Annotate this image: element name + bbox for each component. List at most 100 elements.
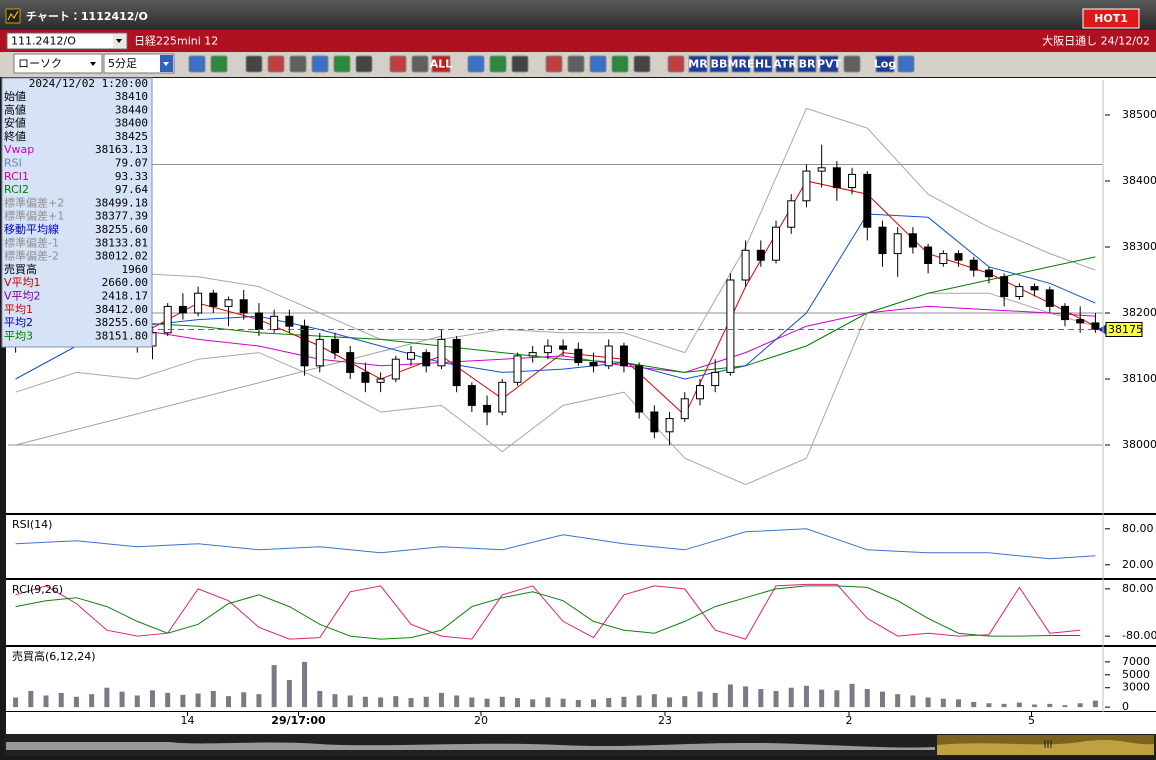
- tool-button-label[interactable]: ALL: [430, 58, 453, 71]
- candle-body: [209, 292, 218, 307]
- tool-icon[interactable]: [311, 55, 329, 73]
- candle-body: [984, 269, 993, 278]
- hot-label[interactable]: HOT1: [1094, 12, 1128, 25]
- candle-body: [559, 345, 568, 350]
- candle-body: [787, 200, 796, 228]
- info-label: Vwap: [4, 143, 34, 156]
- tool-icon[interactable]: [897, 55, 915, 73]
- tool-button[interactable]: [819, 55, 839, 73]
- tool-icon[interactable]: [333, 55, 351, 73]
- tool-icon[interactable]: [545, 55, 563, 73]
- chart-type-select[interactable]: [13, 53, 103, 74]
- volume-bar: [195, 693, 201, 708]
- tool-icon[interactable]: [210, 55, 228, 73]
- y-tick-label: 5000: [1122, 668, 1150, 681]
- volume-bar: [712, 692, 718, 708]
- volume-bar: [743, 686, 749, 708]
- volume-bar: [347, 695, 353, 708]
- tool-icon[interactable]: [389, 55, 407, 73]
- tool-button-label[interactable]: ATR: [773, 58, 797, 71]
- candle-body: [711, 371, 720, 387]
- tool-button-label[interactable]: BR: [799, 58, 816, 71]
- volume-bar: [560, 698, 566, 708]
- tool-button-label[interactable]: BB: [711, 58, 728, 71]
- last-price-arrow: [1098, 324, 1106, 335]
- volume-bar: [469, 697, 475, 708]
- thumb-grip: [1044, 740, 1052, 748]
- info-label: 終値: [4, 130, 26, 143]
- tool-icon[interactable]: [289, 55, 307, 73]
- tool-button[interactable]: [688, 55, 708, 73]
- tool-icon[interactable]: [467, 55, 485, 73]
- x-tick-label: 2: [846, 714, 853, 727]
- y-tick-label: 3000: [1122, 681, 1150, 694]
- info-value: 38410: [115, 90, 148, 103]
- overlay-line: [15, 256, 1096, 373]
- tool-icon[interactable]: [511, 55, 529, 73]
- tool-icon[interactable]: [667, 55, 685, 73]
- x-tick-label: 14: [180, 714, 194, 727]
- app-icon-glyph: [7, 10, 19, 21]
- interval[interactable]: 5分足: [108, 57, 137, 70]
- tool-icon[interactable]: [843, 55, 861, 73]
- volume-bar: [819, 689, 825, 708]
- chart-type[interactable]: ローソク: [18, 57, 62, 70]
- tool-icon[interactable]: [611, 55, 629, 73]
- tool-icon[interactable]: [411, 55, 429, 73]
- panel-title: RSI(14): [12, 518, 52, 531]
- info-label: 平均1: [4, 302, 33, 316]
- volume-bar: [879, 691, 885, 708]
- volume-bar: [545, 697, 551, 708]
- volume-bar: [119, 691, 125, 708]
- tool-icon[interactable]: [489, 55, 507, 73]
- tool-button-label[interactable]: HL: [755, 58, 771, 71]
- info-label: 始値: [4, 89, 26, 103]
- info-value: 79.07: [115, 157, 148, 170]
- tool-button[interactable]: [431, 55, 451, 73]
- candle-body: [254, 312, 263, 331]
- volume-bar: [940, 698, 946, 708]
- hot-button[interactable]: [1082, 8, 1140, 29]
- symbol-input[interactable]: [6, 32, 128, 50]
- tool-icon[interactable]: [245, 55, 263, 73]
- tool-icon[interactable]: [355, 55, 373, 73]
- info-value: 38163.13: [95, 143, 148, 156]
- info-value: 38400: [115, 117, 148, 130]
- volume-bar: [332, 694, 338, 708]
- tool-button[interactable]: [709, 55, 729, 73]
- tool-button[interactable]: [875, 55, 895, 73]
- candle-body: [863, 173, 872, 228]
- tool-button[interactable]: [775, 55, 795, 73]
- tool-button-label[interactable]: MRE: [728, 58, 755, 71]
- candle-body: [483, 404, 492, 413]
- tool-button[interactable]: [797, 55, 817, 73]
- y-tick-label: 7000: [1122, 655, 1150, 668]
- tool-icon[interactable]: [633, 55, 651, 73]
- candle-body: [163, 305, 172, 334]
- symbol-code[interactable]: 111.2412/O: [11, 35, 76, 48]
- toolbar-icons: ALL MR BB MRE HL ATR BR PVT Log: [188, 55, 915, 73]
- candle-body: [498, 381, 507, 413]
- info-label: 売買高: [4, 262, 37, 276]
- tool-button-label[interactable]: MR: [688, 58, 708, 71]
- interval-select[interactable]: [103, 53, 175, 74]
- tool-icon[interactable]: [589, 55, 607, 73]
- volume-bar: [423, 696, 429, 708]
- info-value: 93.33: [115, 170, 148, 183]
- volume-bar: [925, 697, 931, 708]
- scroll-bar[interactable]: [4, 734, 1156, 756]
- dropdown-arrow: [116, 39, 122, 43]
- info-value: 38255.60: [95, 316, 148, 329]
- candle-body: [391, 358, 400, 380]
- tool-icon[interactable]: [188, 55, 206, 73]
- candle-body: [574, 348, 583, 364]
- tool-button[interactable]: [731, 55, 751, 73]
- tool-button-label[interactable]: PVT: [817, 58, 842, 71]
- tool-icon[interactable]: [567, 55, 585, 73]
- tool-button-label[interactable]: Log: [874, 58, 896, 71]
- tool-icon[interactable]: [267, 55, 285, 73]
- tool-button[interactable]: [753, 55, 773, 73]
- volume-bar: [606, 698, 612, 708]
- candle-body: [619, 345, 628, 367]
